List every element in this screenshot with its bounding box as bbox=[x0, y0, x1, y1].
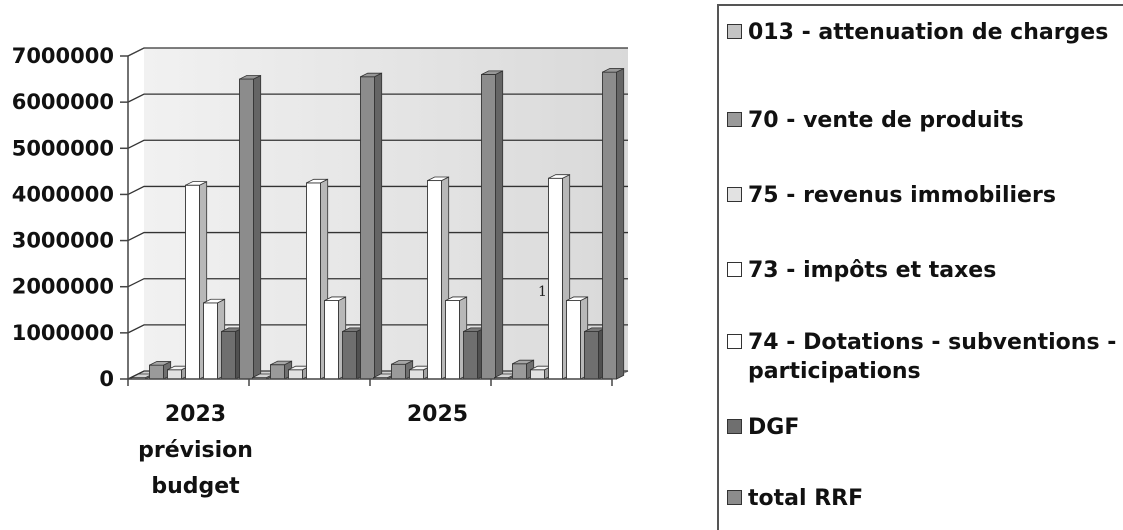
gridline bbox=[127, 93, 628, 103]
legend-swatch bbox=[727, 187, 742, 202]
legend-swatch bbox=[727, 490, 742, 505]
legend-label: 74 - Dotations - subventions - participa… bbox=[748, 330, 1117, 384]
y-tick-label: 5000000 bbox=[12, 136, 114, 160]
bar-chart: 0 1000000 2000000 3000000 4000000 5000000 6000… bbox=[12, 44, 629, 499]
bar bbox=[481, 70, 504, 380]
bar bbox=[185, 180, 208, 380]
y-tick-label: 2000000 bbox=[12, 275, 114, 299]
legend-swatch bbox=[727, 419, 742, 434]
x-category-label: 2023 prévision budget bbox=[138, 402, 253, 499]
y-tick-label: 4000000 bbox=[12, 182, 114, 206]
legend-item: 74 - Dotations - subventions - participa… bbox=[727, 328, 1119, 386]
legend-swatch bbox=[727, 24, 742, 39]
legend-item: DGF bbox=[727, 413, 1119, 442]
legend-label: 73 - impôts et taxes bbox=[748, 258, 997, 283]
gridline bbox=[127, 139, 628, 149]
legend-swatch bbox=[727, 262, 742, 277]
y-axis-top-edge bbox=[127, 47, 145, 57]
y-tick-label: 0 bbox=[99, 367, 114, 391]
legend-label: 75 - revenus immobiliers bbox=[748, 183, 1056, 208]
legend-label: DGF bbox=[748, 415, 800, 440]
y-tick-label: 6000000 bbox=[12, 90, 114, 114]
legend-item: 75 - revenus immobiliers bbox=[727, 181, 1119, 210]
legend-item: 70 - vente de produits bbox=[727, 106, 1119, 135]
gridline bbox=[127, 278, 628, 288]
y-tick-label: 1000000 bbox=[12, 321, 114, 345]
legend-swatch bbox=[727, 334, 742, 349]
legend-item: total RRF bbox=[727, 484, 1119, 513]
y-tick-label: 7000000 bbox=[12, 44, 114, 68]
legend-label: 013 - attenuation de charges bbox=[748, 20, 1109, 45]
legend-label: total RRF bbox=[748, 486, 864, 511]
bar bbox=[602, 67, 625, 380]
gridline bbox=[127, 185, 628, 196]
stray-annotation: 1 bbox=[538, 284, 547, 300]
chart-legend: 013 - attenuation de charges 70 - vente d… bbox=[717, 4, 1123, 530]
x-axis: 2023 prévision budget 2025 bbox=[127, 378, 613, 499]
legend-swatch bbox=[727, 112, 742, 127]
bar bbox=[270, 360, 293, 380]
bar bbox=[239, 74, 262, 380]
legend-item: 013 - attenuation de charges bbox=[727, 18, 1119, 47]
legend-label: 70 - vente de produits bbox=[748, 108, 1024, 133]
x-category-label: 2025 bbox=[407, 402, 468, 427]
legend-item: 73 - impôts et taxes bbox=[727, 256, 1119, 285]
gridline bbox=[127, 231, 628, 242]
bar bbox=[360, 72, 383, 380]
y-tick-label: 3000000 bbox=[12, 229, 114, 253]
y-axis: 0 1000000 2000000 3000000 4000000 5000000 6000… bbox=[12, 44, 145, 391]
